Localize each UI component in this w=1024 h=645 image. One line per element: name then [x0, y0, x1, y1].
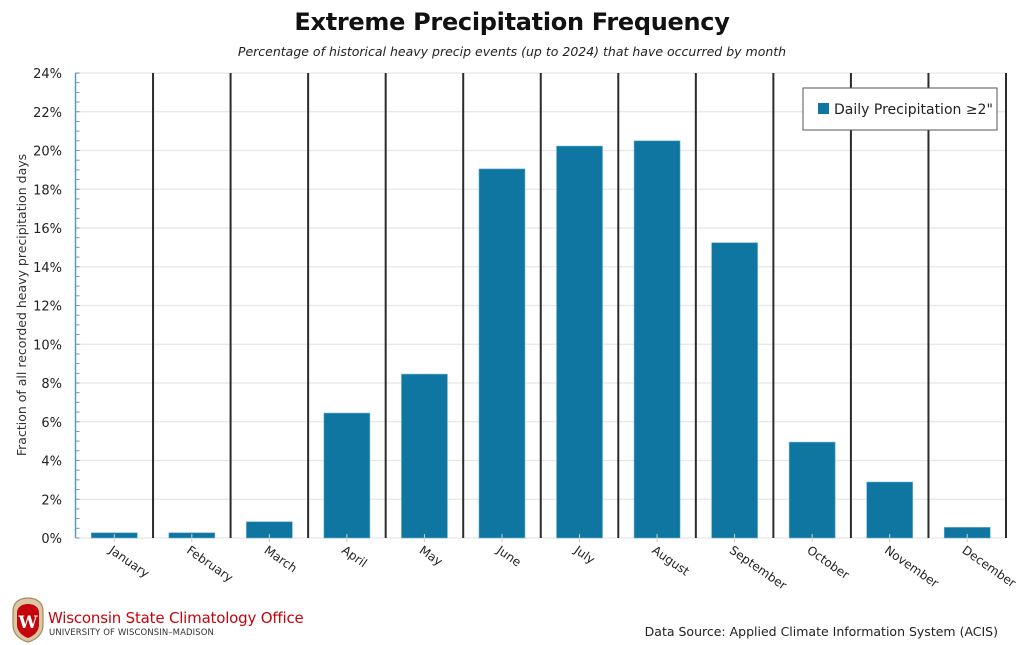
chart-subtitle: Percentage of historical heavy precip ev… — [237, 44, 787, 59]
legend: Daily Precipitation ≥2" — [802, 87, 998, 131]
x-tick-labels: January February March April May June July Augu… — [106, 534, 1019, 593]
x-tick-label: December — [960, 543, 1019, 590]
x-tick-label: August — [649, 543, 692, 579]
y-tick-label: 10% — [33, 338, 62, 353]
x-tick-label: March — [262, 543, 300, 575]
bar-chart: 0% 2% 4% 6% 8% 10% 12% 14% 16% 18% 20% 22% 24% Janua… — [14, 67, 1019, 593]
y-tick-label: 4% — [41, 455, 62, 470]
bars — [90, 140, 991, 539]
y-tick-label: 22% — [33, 106, 62, 121]
data-source: Data Source: Applied Climate Information… — [644, 624, 998, 639]
x-tick-label: April — [339, 543, 370, 570]
y-tick-labels: 0% 2% 4% 6% 8% 10% 12% 14% 16% 18% 20% 22% 24% — [33, 67, 62, 547]
y-tick-label: 18% — [33, 183, 62, 198]
uw-crest-logo: W — [12, 597, 44, 643]
bar-july — [556, 145, 603, 539]
y-tick-label: 14% — [33, 261, 62, 276]
y-axis-label: Fraction of all recorded heavy precipita… — [14, 154, 29, 456]
bar-april — [323, 412, 371, 539]
x-tick-label: June — [493, 542, 523, 569]
y-tick-label: 6% — [41, 416, 62, 431]
y-axis — [74, 72, 80, 539]
y-tick-label: 12% — [33, 300, 62, 315]
y-tick-label: 0% — [41, 532, 62, 547]
y-tick-label: 16% — [33, 222, 62, 237]
x-tick-label: February — [184, 543, 236, 585]
logo-letter: W — [17, 613, 38, 633]
org-name: Wisconsin State Climatology Office — [48, 609, 304, 627]
legend-label: Daily Precipitation ≥2" — [834, 102, 993, 118]
y-tick-label: 20% — [33, 145, 62, 160]
month-separators — [152, 73, 1007, 538]
y-tick-label: 2% — [41, 493, 62, 508]
chart-title: Extreme Precipitation Frequency — [294, 8, 730, 36]
legend-box — [802, 87, 998, 131]
y-tick-label: 24% — [33, 67, 62, 82]
x-tick-label: January — [106, 542, 152, 580]
bar-may — [401, 373, 448, 539]
x-tick-label: October — [804, 543, 851, 582]
bar-august — [633, 140, 681, 539]
x-tick-label: July — [571, 542, 598, 566]
bar-october — [788, 441, 836, 539]
org-subtitle: UNIVERSITY OF WISCONSIN–MADISON — [49, 628, 214, 638]
bar-september — [711, 242, 758, 539]
legend-swatch — [818, 103, 829, 114]
y-tick-label: 8% — [41, 377, 62, 392]
x-tick-label: September — [727, 543, 789, 593]
bar-june — [478, 168, 526, 539]
bar-november — [866, 481, 913, 539]
x-tick-label: November — [882, 543, 941, 590]
x-tick-label: May — [417, 543, 445, 569]
